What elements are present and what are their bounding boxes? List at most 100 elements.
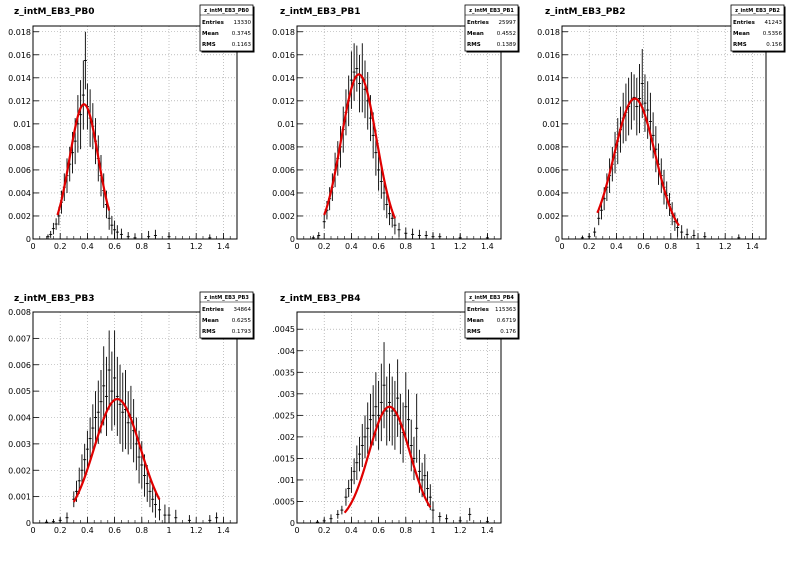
- y-tick-label: 0.004: [537, 189, 560, 198]
- y-tick-label: 0.008: [537, 143, 560, 152]
- x-tick-label: 0.8: [664, 242, 677, 251]
- plot-frame: [32, 25, 238, 240]
- y-tick-label: 0.006: [8, 361, 31, 370]
- fit-curve: [72, 397, 161, 503]
- y-tick-label: .002: [277, 433, 295, 442]
- stats-value: 0.1163: [232, 42, 252, 48]
- x-tick-label: 0: [294, 526, 299, 535]
- y-tick-label: 0: [555, 235, 560, 244]
- x-tick-label: 1: [166, 242, 171, 251]
- x-tick-label: 0.4: [610, 242, 623, 251]
- y-tick-label: 0: [290, 519, 295, 528]
- stats-value: 0.3745: [232, 31, 252, 37]
- x-tick-label: 0.2: [318, 526, 331, 535]
- x-tick-label: 1.2: [190, 242, 203, 251]
- panel-title: z_intM_EB3_PB3: [14, 294, 94, 304]
- x-tick-label: 1.4: [481, 242, 494, 251]
- stats-value: 0.156: [766, 42, 782, 48]
- x-tick-label: 0.2: [54, 242, 67, 251]
- panel-2: z_intM_EB3_PB2 0 0.2 0.4 0.6 0.8 1 1.2 1.4 0 0.002…: [537, 4, 786, 251]
- stats-value: 0.5356: [763, 31, 783, 37]
- x-tick-label: 1.4: [746, 242, 759, 251]
- y-tick-label: .003: [277, 390, 295, 399]
- stats-label: Entries: [467, 20, 490, 26]
- y-tick-label: 0.008: [272, 143, 295, 152]
- x-tick-label: 0.8: [399, 526, 412, 535]
- x-tick-label: 0.4: [345, 242, 358, 251]
- y-tick-label: 0.002: [8, 212, 31, 221]
- stats-label: Entries: [467, 307, 490, 313]
- y-tick-label: 0.012: [537, 97, 560, 106]
- panel-title: z_intM_EB3_PB0: [14, 7, 94, 17]
- y-tick-label: 0: [290, 235, 295, 244]
- y-tick-label: 0.008: [8, 308, 31, 317]
- y-tick-label: 0.004: [8, 189, 31, 198]
- x-tick-label: 0.6: [108, 526, 121, 535]
- x-tick-label: 1.4: [481, 526, 494, 535]
- stats-label: RMS: [202, 42, 216, 48]
- stats-label: RMS: [467, 329, 481, 335]
- y-tick-label: 0.005: [8, 387, 31, 396]
- stats-box: [199, 4, 254, 52]
- panel-0: z_intM_EB3_PB0 0 0.2 0.4 0.6 0.8 1 1.2 1.4 0 0.002…: [8, 4, 255, 251]
- stats-value: 41243: [765, 20, 783, 26]
- y-tick-label: 0.018: [272, 28, 295, 37]
- y-tick-label: 0.016: [272, 51, 295, 60]
- y-tick-label: 0.018: [537, 28, 560, 37]
- stats-label: RMS: [202, 329, 216, 335]
- x-tick-label: 0.4: [81, 242, 94, 251]
- y-tick-label: .001: [277, 476, 295, 485]
- x-tick-label: 1: [695, 242, 700, 251]
- y-tick-label: .0025: [272, 411, 295, 420]
- x-tick-label: 1: [430, 242, 435, 251]
- stats-box: [730, 4, 785, 52]
- y-tick-label: .0015: [272, 454, 295, 463]
- stats-label: Entries: [202, 20, 225, 26]
- x-tick-label: 0.8: [135, 242, 148, 251]
- x-tick-label: 1.4: [217, 526, 230, 535]
- fit-curve: [343, 405, 432, 514]
- stats-label: Entries: [202, 307, 225, 313]
- y-tick-label: 0.003: [8, 440, 31, 449]
- x-tick-label: 0.2: [583, 242, 596, 251]
- stats-value: 115363: [495, 307, 516, 313]
- stats-label: RMS: [467, 42, 481, 48]
- y-tick-label: 0.014: [537, 74, 560, 83]
- stats-box-name: z_intM_EB3_PB4: [469, 295, 514, 301]
- y-tick-label: .0005: [272, 497, 295, 506]
- stats-value: 0.1793: [232, 329, 252, 335]
- y-tick-label: 0: [26, 235, 31, 244]
- x-tick-label: 1.2: [190, 526, 203, 535]
- y-tick-label: 0.002: [272, 212, 295, 221]
- stats-box: [199, 291, 254, 339]
- stats-value: 34864: [234, 307, 252, 313]
- stats-label: Mean: [733, 31, 750, 37]
- x-tick-label: 1.2: [454, 526, 467, 535]
- stats-label: Mean: [202, 318, 219, 324]
- x-tick-label: 1.2: [454, 242, 467, 251]
- stats-value: 25997: [499, 20, 517, 26]
- stats-value: 0.6255: [232, 318, 252, 324]
- y-tick-label: 0.002: [537, 212, 560, 221]
- panel-3: z_intM_EB3_PB3 0 0.2 0.4 0.6 0.8 1 1.2 1.4 0 0.001…: [8, 291, 255, 535]
- stats-label: Mean: [467, 31, 484, 37]
- y-tick-label: 0.002: [8, 466, 31, 475]
- y-tick-label: 0.004: [8, 414, 31, 423]
- panel-title: z_intM_EB3_PB1: [280, 7, 360, 17]
- y-tick-label: .0045: [272, 325, 295, 334]
- fit-curve: [323, 73, 396, 219]
- stats-box-name: z_intM_EB3_PB3: [204, 295, 249, 301]
- x-tick-label: 0: [30, 526, 35, 535]
- panel-1: z_intM_EB3_PB1 0 0.2 0.4 0.6 0.8 1 1.2 1.4 0 0.002…: [272, 4, 520, 251]
- y-tick-label: 0.018: [8, 28, 31, 37]
- y-tick-label: 0: [26, 519, 31, 528]
- stats-value: 0.1389: [497, 42, 517, 48]
- stats-box-name: z_intM_EB3_PB1: [469, 8, 514, 14]
- y-tick-label: 0.006: [537, 166, 560, 175]
- stats-label: Entries: [733, 20, 756, 26]
- y-tick-label: .004: [277, 347, 295, 356]
- y-tick-label: 0.016: [8, 51, 31, 60]
- panel-4: z_intM_EB3_PB4 0 0.2 0.4 0.6 0.8 1 1.2 1.4 0 .0005…: [272, 291, 520, 535]
- stats-value: 0.4552: [497, 31, 516, 37]
